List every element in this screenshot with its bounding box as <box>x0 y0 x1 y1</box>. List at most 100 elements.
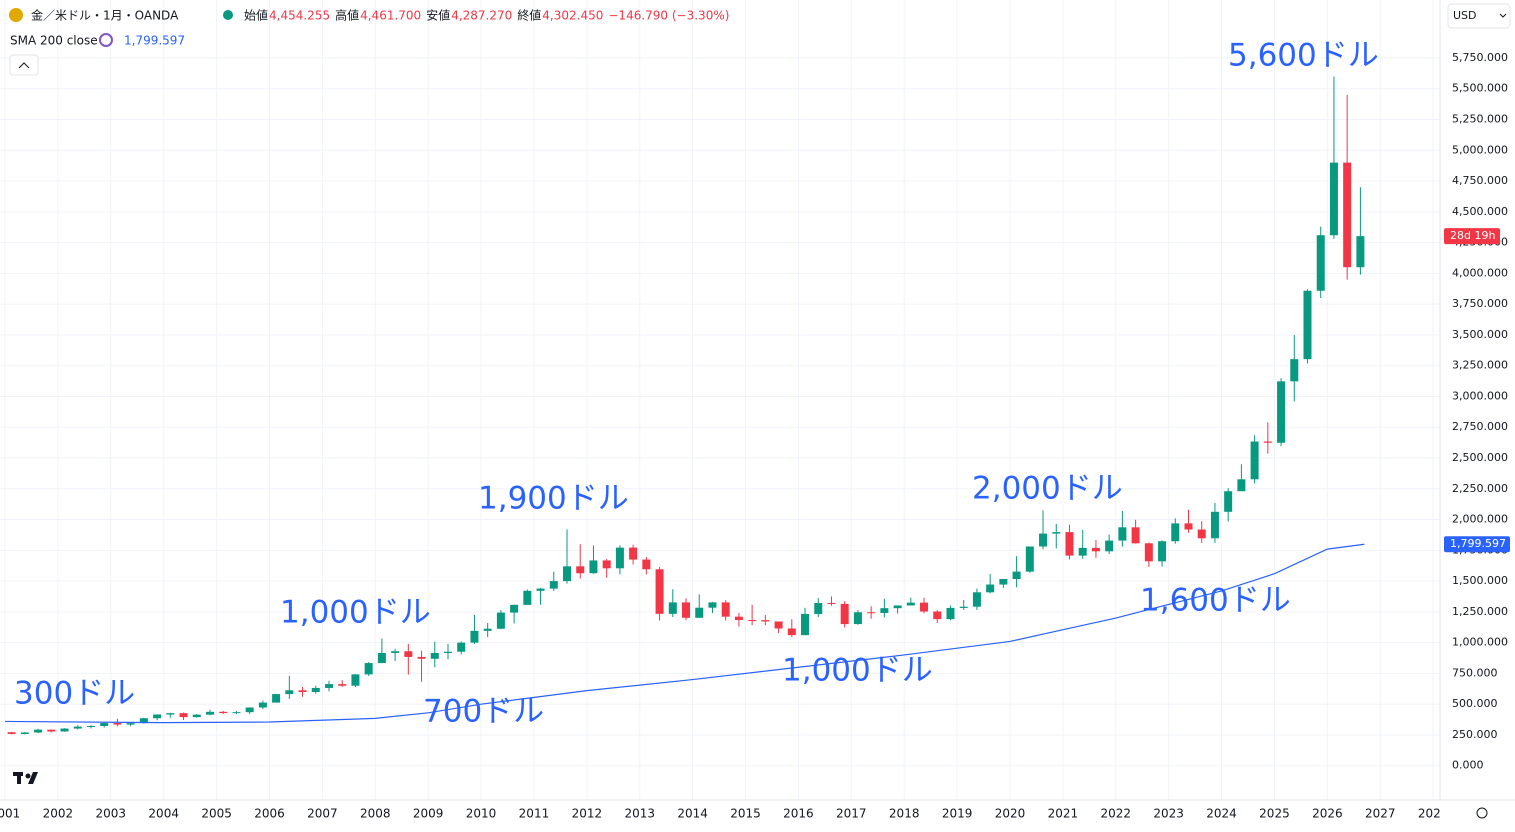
candle-body <box>880 608 889 613</box>
y-tick-label: 2,000.000 <box>1452 513 1508 526</box>
ohlc-value: 4,454.255 <box>269 9 330 23</box>
candle-body <box>1025 546 1034 572</box>
candle-body <box>642 559 651 570</box>
y-tick-label: 3,000.000 <box>1452 389 1508 402</box>
candle-body <box>629 547 638 560</box>
y-tick-label: 0.000 <box>1452 759 1484 772</box>
x-tick-label: 2004 <box>148 807 179 821</box>
y-tick-label: 2,750.000 <box>1452 420 1508 433</box>
candle-body <box>523 590 532 605</box>
x-tick-label: 2016 <box>783 807 814 821</box>
candle-body <box>153 714 162 719</box>
annotation: 700ドル <box>423 694 544 730</box>
candle-body <box>285 690 294 695</box>
countdown: 28d 19h <box>1450 229 1495 242</box>
x-tick-label: 2003 <box>96 807 127 821</box>
candle-body <box>1303 290 1312 360</box>
candle-body <box>272 694 281 703</box>
candle-body <box>906 602 915 606</box>
candle-body <box>761 620 770 622</box>
candle-body <box>1210 511 1219 539</box>
candle-body <box>1250 441 1259 480</box>
y-tick-label: 4,500.000 <box>1452 205 1508 218</box>
candle-body <box>827 603 836 605</box>
ohlc-value: 4,302.450 <box>542 9 603 23</box>
candle-body <box>999 579 1008 585</box>
settings-icon[interactable] <box>1476 807 1488 819</box>
candle-body <box>801 613 810 636</box>
candle-body <box>1144 543 1153 562</box>
candle-body <box>721 602 730 617</box>
sma-line <box>5 543 1365 724</box>
ohlc: 始値 4,454.255 高値 4,461.700 安値 4,287.270 終値 4,302… <box>244 8 729 23</box>
x-tick-label: 2009 <box>413 807 444 821</box>
y-tick-label: 3,500.000 <box>1452 328 1508 341</box>
candle-body <box>510 604 519 613</box>
candle-body <box>1118 527 1127 541</box>
x-tick-label: 2022 <box>1100 807 1131 821</box>
x-tick-label: 2018 <box>889 807 920 821</box>
currency-select[interactable] <box>1447 3 1511 29</box>
candle-body <box>708 602 717 608</box>
x-tick-label: 2019 <box>942 807 973 821</box>
candle-body <box>1105 540 1114 552</box>
annotation: 1,000ドル <box>280 595 431 631</box>
candle-body <box>1158 541 1167 562</box>
candle-body <box>34 729 43 733</box>
x-tick-label: 2027 <box>1365 807 1396 821</box>
y-tick-label: 3,250.000 <box>1452 359 1508 372</box>
candle-body <box>668 602 677 614</box>
annotation: 1,600ドル <box>1140 583 1291 619</box>
candle-body <box>1197 529 1206 539</box>
candle-body <box>126 723 135 725</box>
candle-body <box>457 642 466 652</box>
candle-body <box>1237 479 1246 492</box>
candle-body <box>576 566 585 574</box>
x-tick-label: 2021 <box>1048 807 1079 821</box>
y-tick-label: 5,250.000 <box>1452 113 1508 126</box>
candle-body <box>324 684 333 688</box>
candle-body <box>602 560 611 569</box>
candle-body <box>1329 162 1338 236</box>
x-tick-label: 2011 <box>519 807 550 821</box>
candle-body <box>377 652 386 664</box>
candle-body <box>205 711 214 715</box>
annotation: 5,600ドル <box>1228 38 1379 74</box>
candle-body <box>444 651 452 653</box>
candle-body <box>1171 523 1180 542</box>
candle-body <box>100 723 109 726</box>
y-tick-label: 500.000 <box>1452 697 1498 710</box>
candle-body <box>1052 532 1061 534</box>
candle-body <box>219 711 228 714</box>
candle-body <box>748 619 757 621</box>
ohlc-label: 始値 <box>244 8 268 23</box>
candle-body <box>470 630 479 643</box>
candle-body <box>86 725 95 727</box>
y-tick-label: 2,250.000 <box>1452 482 1508 495</box>
candle-body <box>972 592 981 607</box>
candle-body <box>1078 547 1087 556</box>
candle-body <box>20 732 29 734</box>
ohlc-label: 安値 <box>426 8 450 23</box>
sma-tag <box>1444 536 1510 553</box>
candle-body <box>1343 162 1352 268</box>
x-tick-label: 2002 <box>43 807 74 821</box>
y-tick-label: 250.000 <box>1452 728 1498 741</box>
candle-body <box>840 603 849 625</box>
x-tick-label: 2024 <box>1206 807 1237 821</box>
candle-body <box>351 674 360 686</box>
candle-body <box>615 547 624 569</box>
candle-body <box>417 656 426 659</box>
collapse-button[interactable] <box>9 54 39 76</box>
candle-body <box>946 607 955 620</box>
candle-body <box>1131 527 1140 544</box>
candle-body <box>549 581 558 589</box>
ohlc-label: 終値 <box>517 8 541 23</box>
y-tick-label: 4,000.000 <box>1452 266 1508 279</box>
x-tick-label: 2028 <box>1418 807 1449 821</box>
candle-body <box>1290 359 1299 382</box>
x-tick-label: 2001 <box>0 807 20 821</box>
y-tick-label: 1,000.000 <box>1452 636 1508 649</box>
candle-body <box>867 612 876 614</box>
x-tick-label: 2023 <box>1153 807 1184 821</box>
